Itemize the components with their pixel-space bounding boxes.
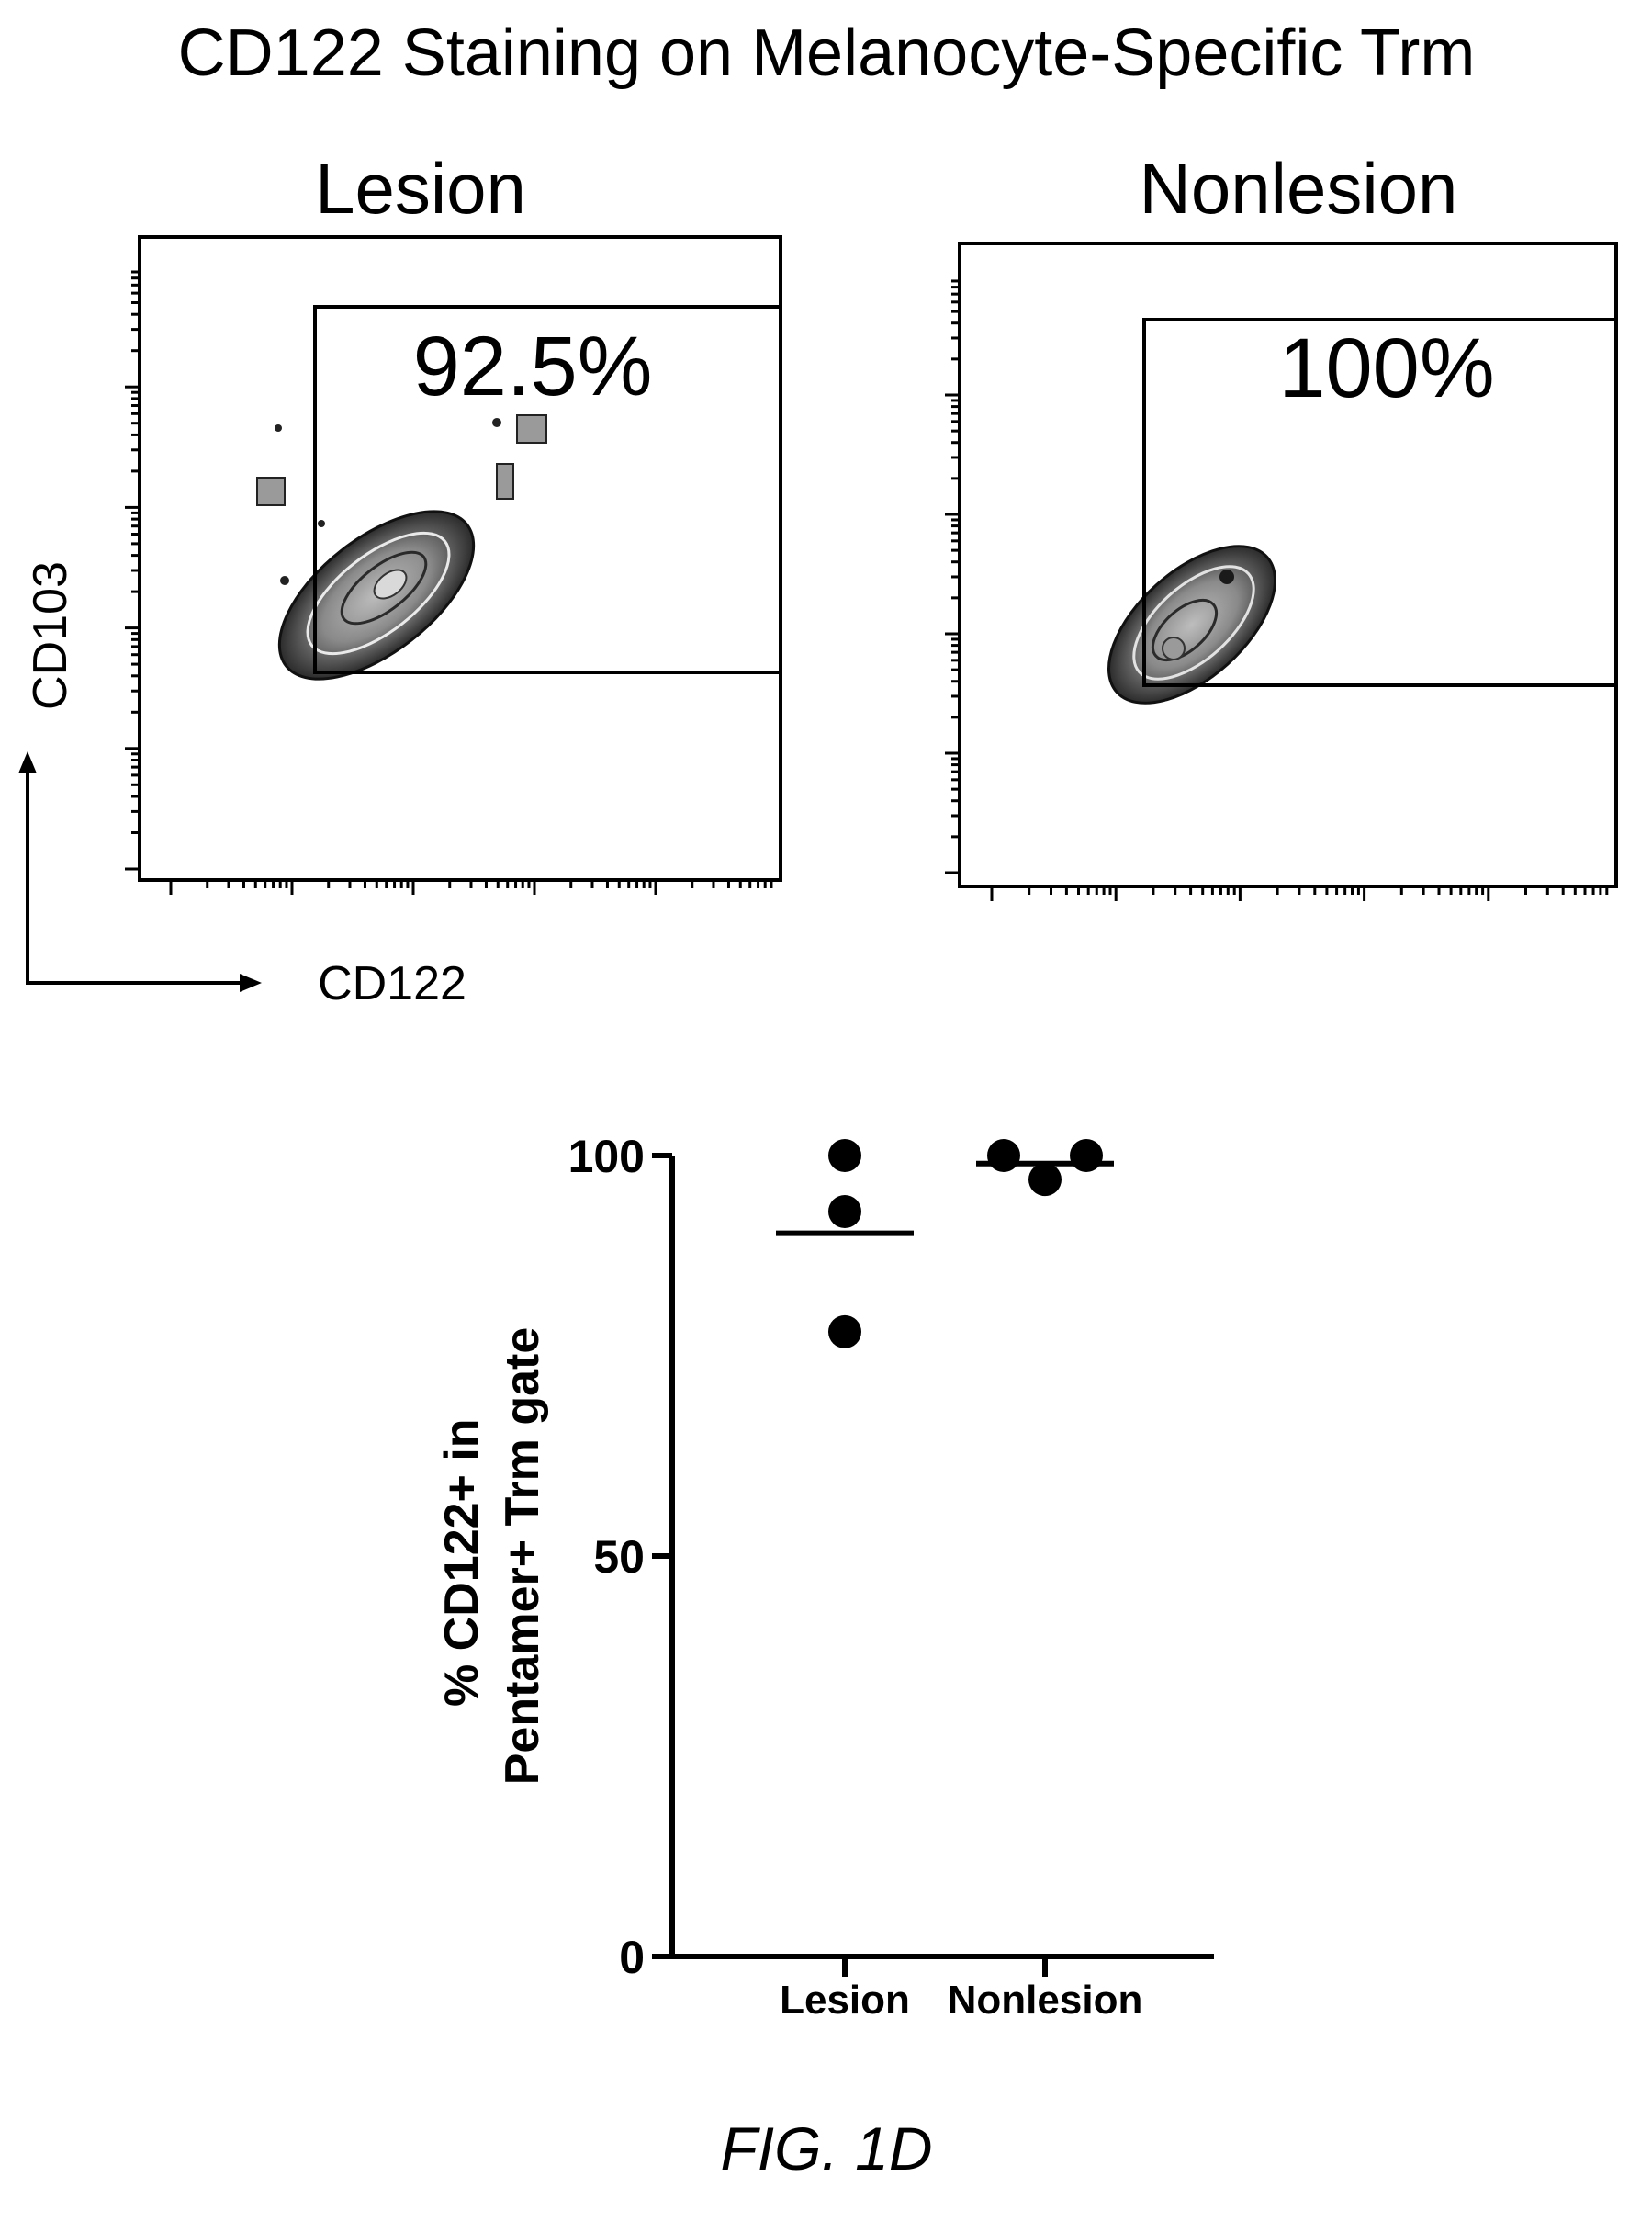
y-tick-label: 50: [593, 1531, 645, 1583]
gate-percentage-label: 92.5%: [413, 320, 653, 413]
flow-plot-ticks: [945, 279, 1609, 901]
x-tick-label: Nonlesion: [948, 1978, 1143, 2023]
flow-contour-population: [1107, 545, 1276, 705]
data-point: [1028, 1163, 1062, 1197]
data-point: [828, 1139, 861, 1172]
x-axis-arrow-label: CD122: [318, 957, 466, 1010]
y-tick-group: 0 50 100: [568, 1131, 672, 1983]
panel-title-nonlesion: Nonlesion: [1140, 148, 1458, 229]
y-axis-label-line-1: % CD122+ in: [435, 1418, 489, 1707]
x-tick-group: Lesion Nonlesion: [780, 1957, 1142, 2023]
gate-box: [313, 305, 782, 674]
x-axis-arrowhead: [240, 974, 262, 992]
flow-plot-ticks: [125, 270, 773, 895]
data-point: [828, 1195, 861, 1229]
data-point: [1070, 1139, 1103, 1172]
data-point: [987, 1139, 1020, 1172]
mean-line-group: [776, 1160, 1114, 1236]
gate-percentage-label: 100%: [1278, 321, 1494, 415]
gate-box: [1142, 318, 1618, 687]
data-point-group: [828, 1139, 1103, 1348]
y-axis-arrow-label: CD103: [24, 561, 77, 710]
y-axis-arrowhead: [18, 751, 37, 773]
axis-arrows: CD103 CD122: [18, 561, 466, 1010]
figure-caption: FIG. 1D: [720, 2115, 932, 2182]
panel-title-lesion: Lesion: [315, 148, 526, 229]
flow-contour-population: [256, 414, 547, 681]
y-axis-label: % CD122+ in Pentamer+ Trm gate: [435, 1327, 549, 1786]
x-tick-label: Lesion: [780, 1978, 910, 2023]
y-axis-label-line-2: Pentamer+ Trm gate: [496, 1327, 549, 1786]
flow-plot-lesion: 92.5%: [125, 235, 782, 895]
y-tick-label: 0: [619, 1932, 645, 1983]
data-point: [828, 1314, 861, 1348]
dot-plot: 0 50 100 Lesion Nonlesion % CD122+ in Penta…: [435, 1131, 1214, 2023]
figure-title: CD122 Staining on Melanocyte-Specific Tr…: [178, 17, 1476, 90]
flow-plot-nonlesion: 100%: [945, 242, 1618, 901]
y-tick-label: 100: [568, 1131, 645, 1182]
